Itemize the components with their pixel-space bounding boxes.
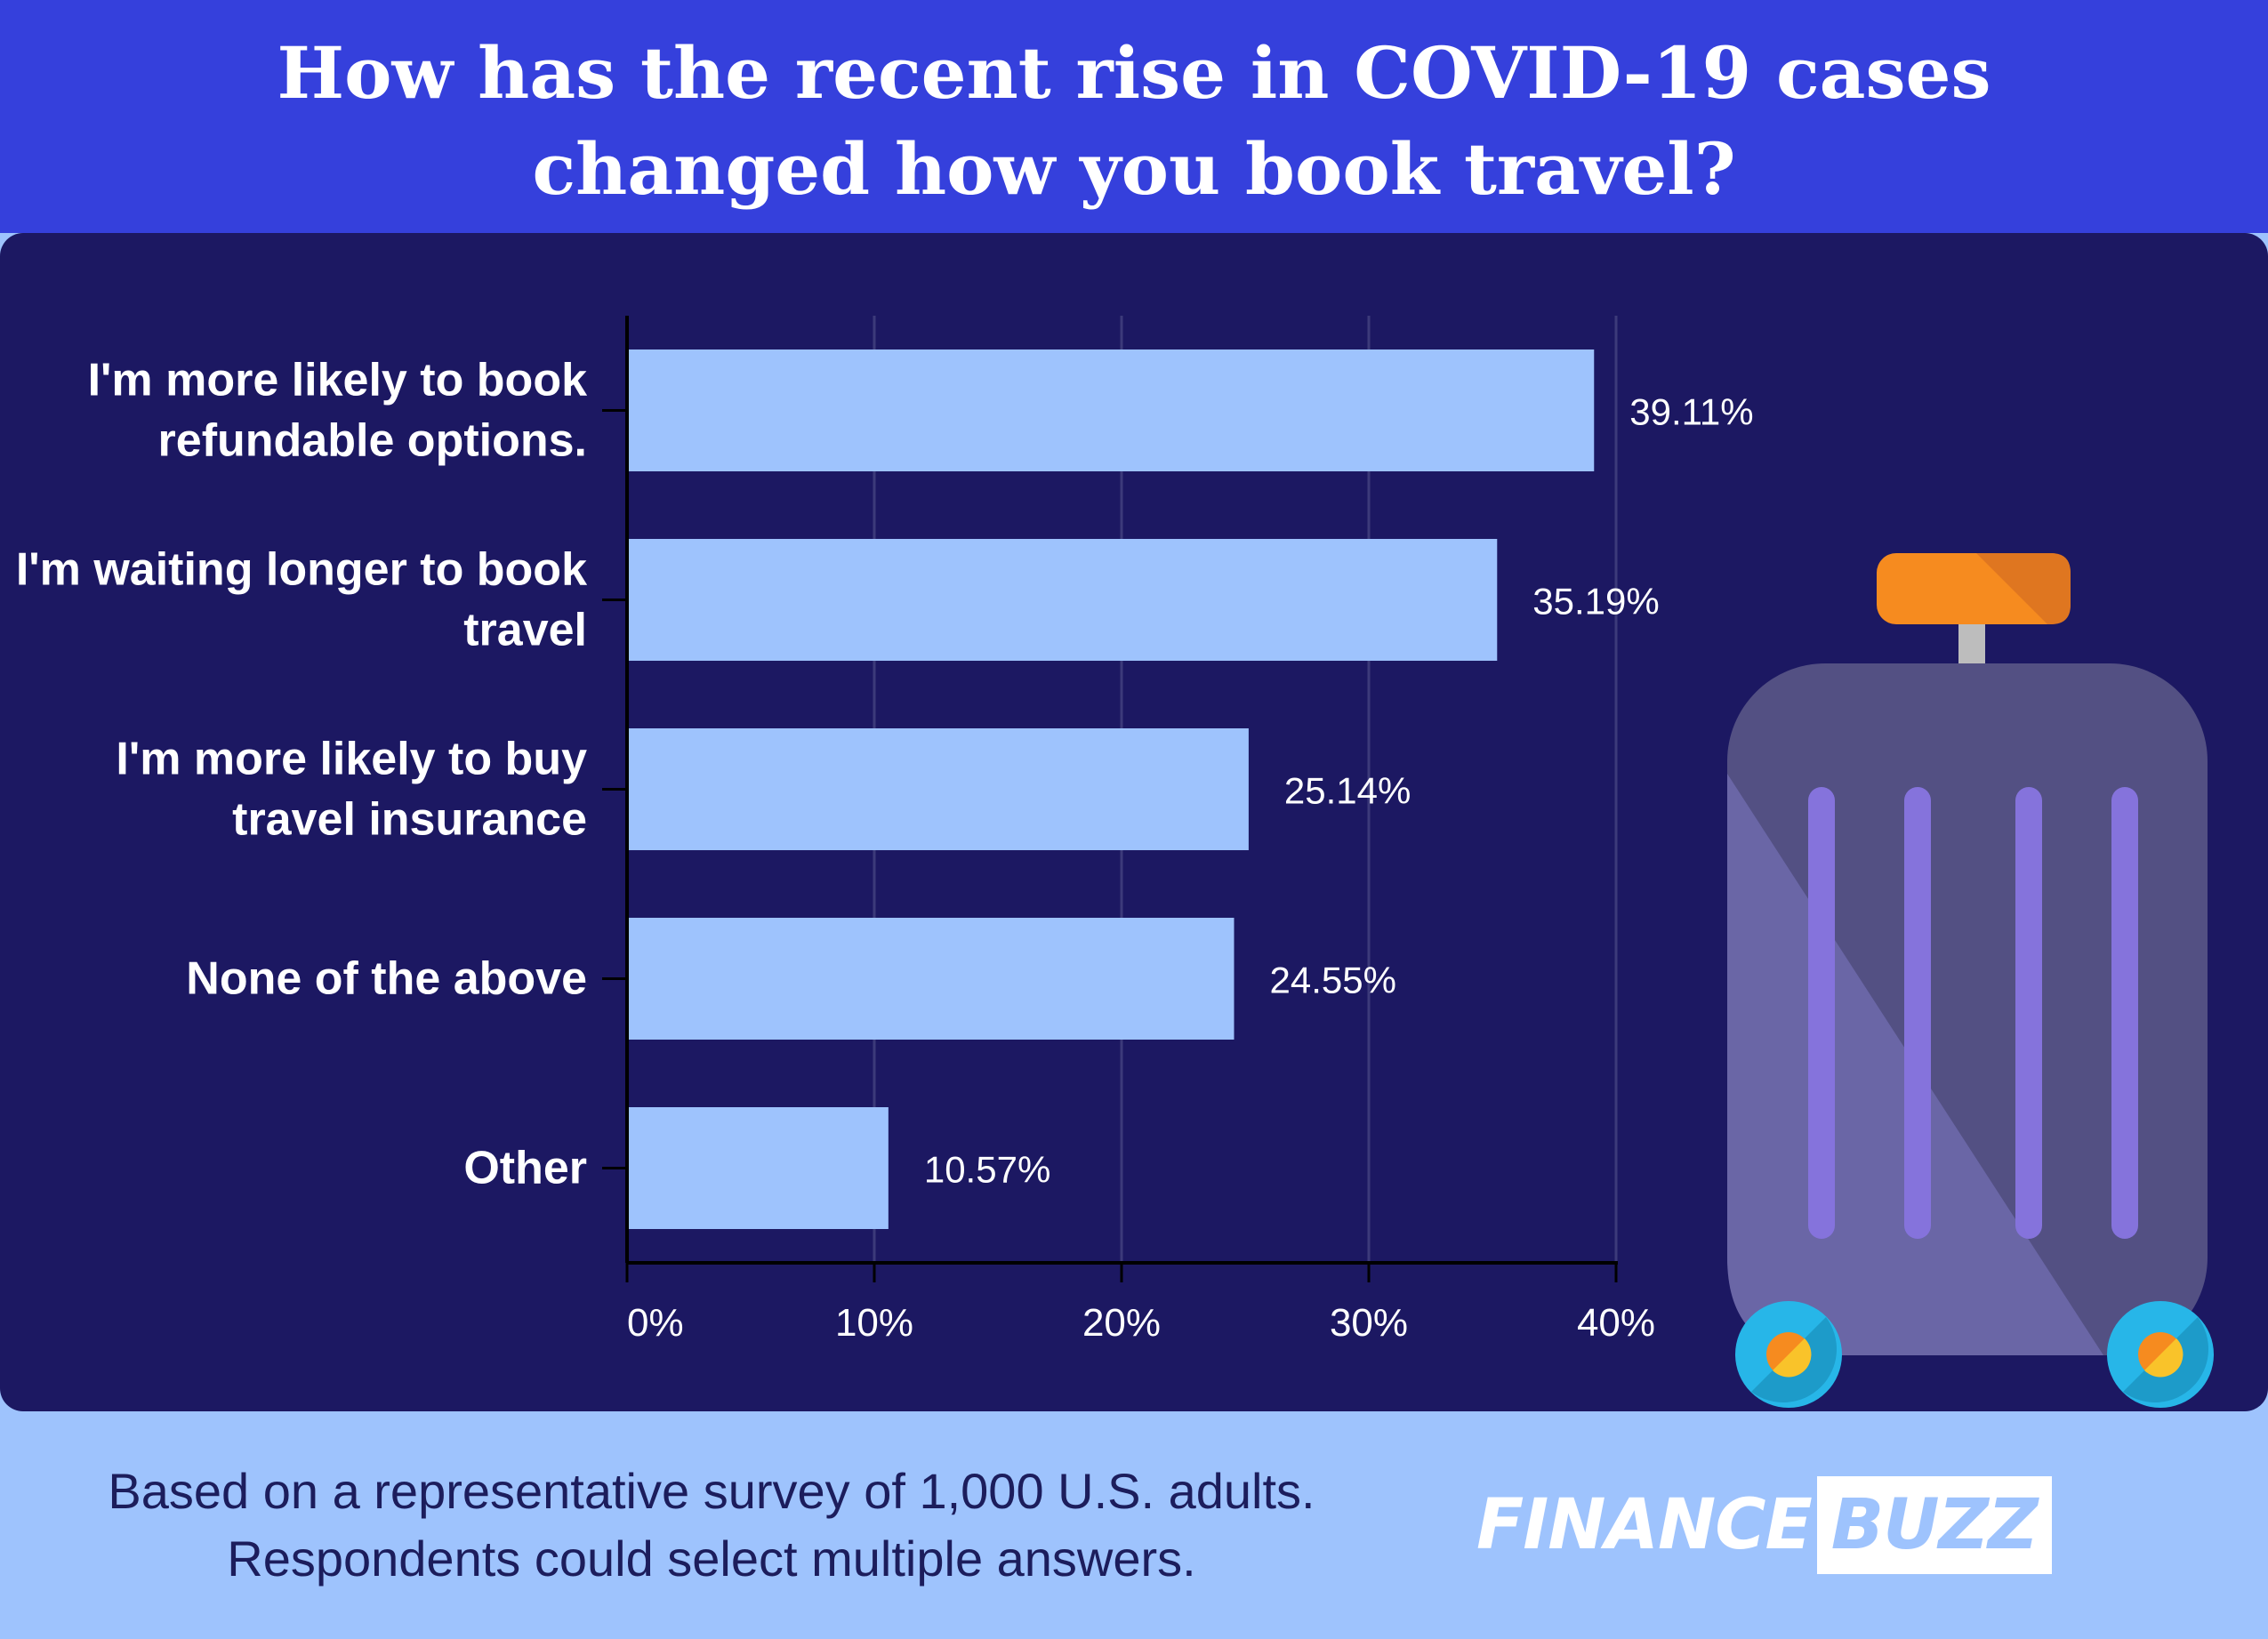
category-label: travel [463,605,587,656]
footer-note-line-1: Based on a representative survey of 1,00… [108,1463,1315,1519]
bar [627,349,1595,471]
bar [627,539,1498,661]
suitcase-wheel-left [1735,1301,1842,1408]
bar-value-label: 39.11% [1629,391,1753,433]
x-tick-label: 0% [627,1301,684,1345]
bar-value-label: 10.57% [924,1149,1050,1191]
bar-value-label: 35.19% [1532,581,1659,623]
financebuzz-logo: FINANCE BUZZ [1476,1476,2052,1574]
suitcase-icon [1727,553,2214,1408]
x-tick-label: 10% [835,1301,913,1345]
suitcase-stripe [2015,787,2042,1239]
suitcase-handle-shade [1976,553,2071,624]
chart-title-line-1: How has the recent rise in COVID-19 case… [277,31,1991,115]
axes [602,316,1618,1282]
bar-value-label: 24.55% [1269,960,1395,1001]
logo-text-finance: FINANCE [1476,1485,1813,1565]
category-label: I'm more likely to book [88,355,587,406]
chart-title-line-2: changed how you book travel? [532,127,1736,211]
category-label: travel insurance [232,794,587,846]
bar [627,918,1235,1040]
footer-note-line-2: Respondents could select multiple answer… [227,1531,1196,1587]
logo-text-buzz: BUZZ [1816,1476,2052,1574]
suitcase-stripe [1904,787,1931,1239]
x-tick-label: 20% [1082,1301,1161,1345]
suitcase-wheel-right [2107,1301,2214,1408]
category-label: I'm waiting longer to book [16,544,587,596]
bar-value-label: 25.14% [1284,770,1411,812]
category-label: Other [463,1143,587,1194]
suitcase-stripe [1808,787,1835,1239]
category-label: None of the above [186,953,587,1005]
category-label: I'm more likely to buy [116,734,587,785]
bars [627,349,1595,1229]
x-tick-label: 30% [1330,1301,1408,1345]
suitcase-stripe [2111,787,2138,1239]
bar [627,728,1249,850]
labels: 0% 10% 20% 30% 40% 39.11% I'm more likely to b… [16,355,1754,1346]
bar [627,1107,889,1229]
chart-header: How has the recent rise in COVID-19 case… [0,0,2268,233]
category-label: refundable options. [158,415,587,467]
suitcase-handle-post [1958,623,1985,667]
x-tick-label: 40% [1577,1301,1655,1345]
